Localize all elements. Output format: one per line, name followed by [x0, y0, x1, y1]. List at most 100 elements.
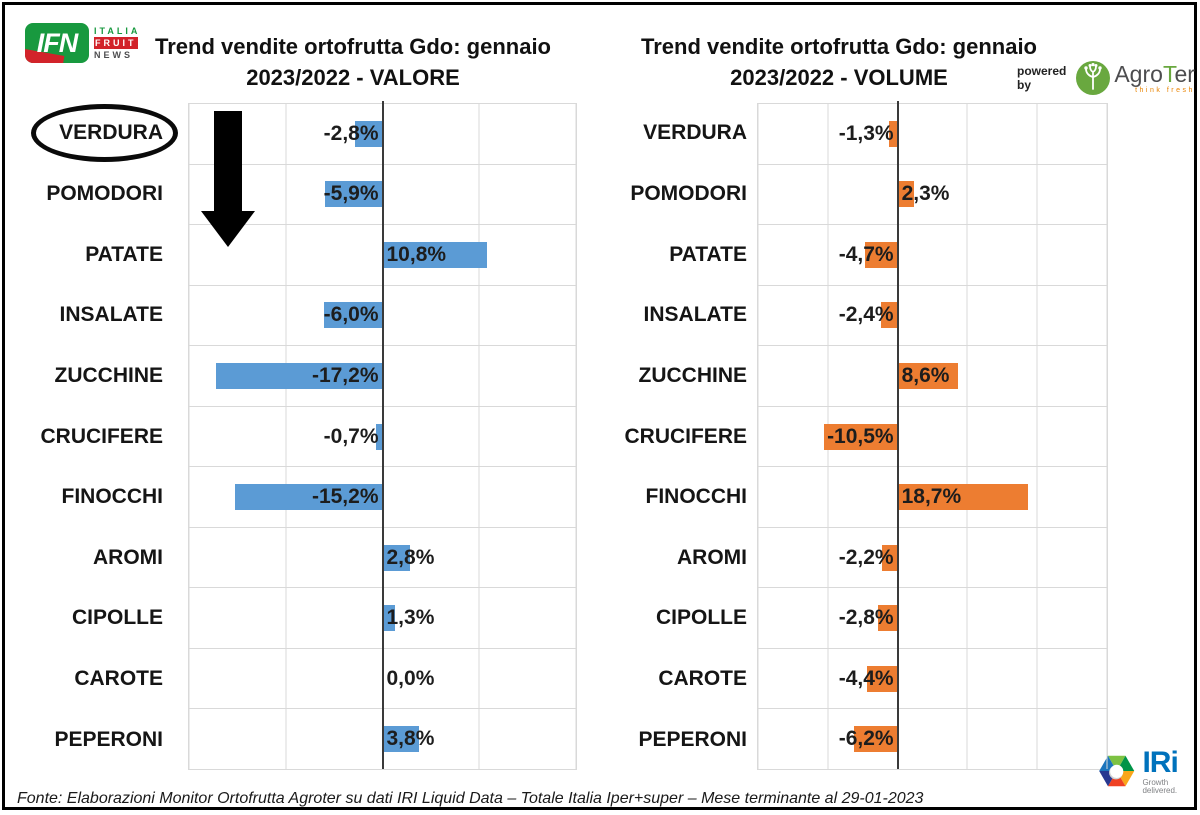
- category-label-cipolle: CIPOLLE: [71, 606, 163, 630]
- bar-verdura: [355, 120, 383, 147]
- chart-title-valore: Trend vendite ortofrutta Gdo: gennaio 20…: [123, 31, 583, 93]
- value-label-crucifere: -0,7%: [323, 424, 379, 448]
- category-label-insalate: INSALATE: [59, 303, 163, 327]
- value-label-carote: -4,4%: [838, 666, 894, 690]
- bar-aromi: [382, 544, 410, 571]
- circle-annotation-verdura: [31, 104, 178, 162]
- bar-cipolle: [878, 605, 898, 632]
- value-label-crucifere: -10,5%: [827, 424, 894, 448]
- value-label-cipolle: 1,3%: [386, 606, 435, 630]
- bar-crucifere: [824, 423, 898, 450]
- agroter-tree-icon: [1076, 61, 1111, 95]
- value-label-verdura: -1,3%: [838, 121, 894, 145]
- category-label-patate: PATATE: [85, 242, 163, 266]
- bar-patate: [864, 241, 898, 268]
- value-label-zucchine: -17,2%: [311, 363, 379, 387]
- agroter-wordmark: AgroTer: [1114, 60, 1195, 87]
- chart-valore-categories: VERDURA POMODORI PATATE INSALATE ZUCCHINE CRU…: [29, 103, 188, 770]
- value-label-pomodori: -5,9%: [323, 182, 379, 206]
- category-label-patate: PATATE: [669, 242, 747, 266]
- chart-row-verdura: -1,3%: [758, 104, 1107, 165]
- ifn-logo-text: IFN: [36, 27, 78, 58]
- bar-pomodori: [897, 181, 914, 208]
- chart-row-zucchine: 8,6%: [758, 346, 1107, 407]
- iri-logo: IRi Growth delivered.: [1097, 745, 1194, 797]
- bar-finocchi: [235, 484, 383, 511]
- category-label-crucifere: CRUCIFERE: [40, 424, 163, 448]
- agroter-tagline: think fresh: [1135, 86, 1195, 94]
- powered-by-label: powered by: [1017, 64, 1067, 92]
- value-label-pomodori: 2,3%: [901, 182, 950, 206]
- vertical-gridline: [757, 104, 759, 769]
- down-arrow-icon: [201, 111, 255, 247]
- bar-verdura: [888, 120, 898, 147]
- ifn-logo-stack: ITALIA FRUIT NEWS: [94, 23, 140, 61]
- category-label-carote: CAROTE: [74, 667, 163, 691]
- chart-row-patate: -4,7%: [758, 225, 1107, 286]
- chart-row-carote: -4,4%: [758, 649, 1107, 710]
- chart-title-valore-line1: Trend vendite ortofrutta Gdo: gennaio: [155, 34, 551, 59]
- chart-valore: VERDURA POMODORI PATATE INSALATE ZUCCHINE CRU…: [29, 101, 577, 770]
- category-label-verdura: VERDURA: [643, 121, 747, 145]
- category-label-finocchi: FINOCCHI: [645, 485, 748, 509]
- bar-cipolle: [382, 605, 396, 632]
- category-label-zucchine: ZUCCHINE: [638, 363, 748, 387]
- agroter-logo: AgroTer think fresh: [1076, 61, 1195, 95]
- vertical-gridline: [285, 104, 287, 769]
- category-label-pomodori: POMODORI: [630, 181, 747, 205]
- category-label-peperoni: PEPERONI: [638, 727, 747, 751]
- chart-title-volume: Trend vendite ortofrutta Gdo: gennaio 20…: [613, 31, 1065, 93]
- ifn-fruit-text: FRUIT: [94, 37, 138, 49]
- bar-aromi: [882, 544, 898, 571]
- chart-row-insalate: -2,4%: [758, 286, 1107, 347]
- chart-title-volume-line2: 2023/2022 - VOLUME: [730, 65, 948, 90]
- bar-finocchi: [897, 484, 1029, 511]
- chart-row-aromi: -2,2%: [758, 528, 1107, 589]
- chart-row-peperoni: 3,8%: [189, 709, 576, 769]
- category-label-pomodori: POMODORI: [46, 181, 163, 205]
- chart-valore-plot: -2,8% -5,9% 10,8% -6,0% -17,2% -0,7% -15,2% 2,8…: [188, 101, 577, 770]
- category-label-insalate: INSALATE: [643, 303, 747, 327]
- chart-volume-plot: -1,3% 2,3% -4,7% -2,4% 8,6% -10,5% 18,7% -2,2% -…: [757, 101, 1108, 770]
- chart-row-pomodori: 2,3%: [758, 165, 1107, 226]
- footer-source-text: Fonte: Elaborazioni Monitor Ortofrutta A…: [17, 790, 924, 807]
- value-label-zucchine: 8,6%: [901, 363, 950, 387]
- vertical-gridline: [1106, 104, 1108, 769]
- ifn-logo: IFN ITALIA FRUIT NEWS: [25, 23, 140, 63]
- value-label-finocchi: -15,2%: [311, 485, 379, 509]
- value-label-carote: 0,0%: [386, 666, 435, 690]
- ifn-italia-text: ITALIA: [94, 26, 141, 36]
- chart-row-zucchine: -17,2%: [189, 346, 576, 407]
- value-label-patate: 10,8%: [386, 242, 447, 266]
- value-label-verdura: -2,8%: [323, 121, 379, 145]
- vertical-gridline: [478, 104, 480, 769]
- category-label-finocchi: FINOCCHI: [61, 485, 164, 509]
- powered-by-block: powered by AgroTer think fresh: [1017, 61, 1195, 95]
- value-label-cipolle: -2,8%: [838, 606, 894, 630]
- value-label-peperoni: 3,8%: [386, 727, 435, 751]
- bar-zucchine: [216, 362, 383, 389]
- bar-insalate: [880, 302, 898, 329]
- bar-carote: [866, 665, 898, 692]
- chart-row-crucifere: -10,5%: [758, 407, 1107, 468]
- value-label-finocchi: 18,7%: [901, 485, 962, 509]
- chart-volume: VERDURA POMODORI PATATE INSALATE ZUCCHINE CRU…: [613, 101, 1108, 770]
- vertical-gridline: [1036, 104, 1038, 769]
- zero-axis-line: [896, 101, 899, 769]
- bar-zucchine: [897, 362, 958, 389]
- iri-wordmark: IRi: [1142, 745, 1178, 779]
- iri-hexagon-icon: [1099, 755, 1135, 787]
- category-label-zucchine: ZUCCHINE: [54, 363, 164, 387]
- chart-volume-categories: VERDURA POMODORI PATATE INSALATE ZUCCHINE CRU…: [613, 103, 757, 770]
- bar-peperoni: [382, 726, 420, 753]
- bar-patate: [382, 241, 487, 268]
- bar-crucifere: [375, 423, 383, 450]
- bar-pomodori: [325, 181, 383, 208]
- chart-row-cipolle: -2,8%: [758, 588, 1107, 649]
- bar-insalate: [324, 302, 383, 329]
- value-label-aromi: -2,2%: [838, 545, 894, 569]
- iri-tagline: Growth delivered.: [1142, 777, 1178, 795]
- category-label-carote: CAROTE: [658, 667, 747, 691]
- chart-row-peperoni: -6,2%: [758, 709, 1107, 769]
